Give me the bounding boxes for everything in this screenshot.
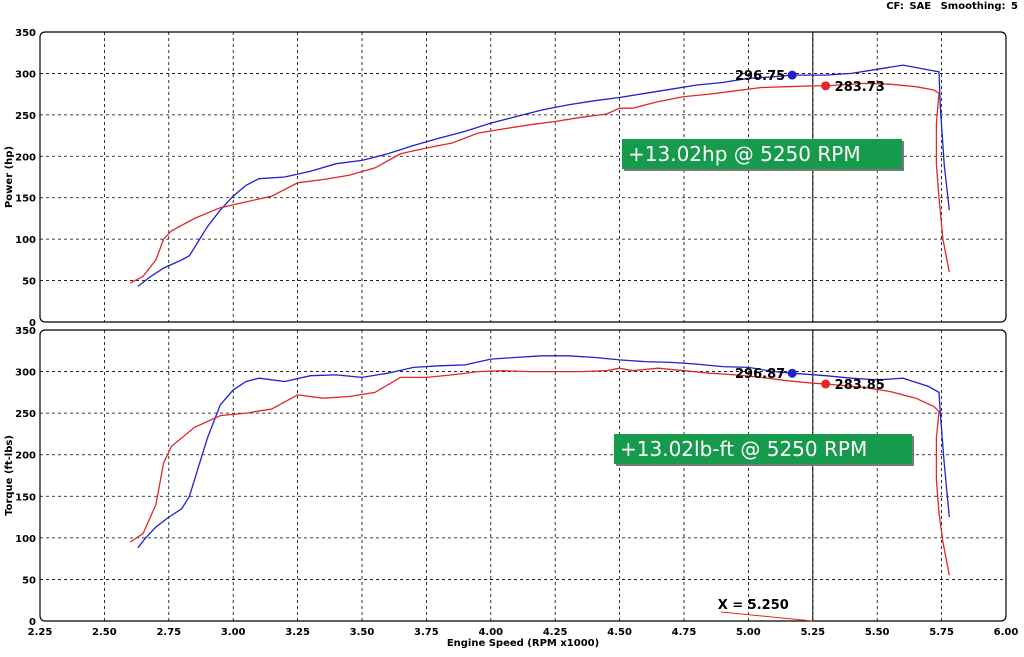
plot-frame xyxy=(39,329,1007,622)
series-line-red xyxy=(129,367,950,576)
y-tick-label: 100 xyxy=(15,534,36,545)
x-tick-label: 2.50 xyxy=(92,627,117,638)
plot-frame xyxy=(39,31,1007,323)
y-tick-label: 0 xyxy=(29,318,36,329)
x-tick-label: 3.00 xyxy=(221,627,246,638)
y-tick-label: 150 xyxy=(15,492,36,503)
smoothing-value: 5 xyxy=(1011,1,1018,12)
y-tick-label: 250 xyxy=(15,409,36,420)
annotation-box: +13.02hp @ 5250 RPM xyxy=(622,139,904,171)
y-tick-label: 200 xyxy=(15,451,36,462)
y-tick-label: 0 xyxy=(29,617,36,628)
x-tick-label: 4.50 xyxy=(607,627,632,638)
x-tick-label: 3.25 xyxy=(285,627,310,638)
y-tick-label: 250 xyxy=(15,111,36,122)
data-label-blue: 296.75 xyxy=(735,69,785,84)
data-label-red: 283.73 xyxy=(835,80,885,95)
x-tick-label: 5.25 xyxy=(800,627,825,638)
x-tick-label: 4.00 xyxy=(478,627,503,638)
cursor-value-label: X = 5.250 xyxy=(718,598,789,613)
torque-panel: 0 50 100 150 200 250 300 350 Torque (ft-lbs) 2.25… xyxy=(4,326,1018,649)
data-label-red: 283.85 xyxy=(835,378,885,393)
y-axis-label: Power (hp) xyxy=(4,146,15,208)
x-tick-label: 3.50 xyxy=(350,627,375,638)
x-tick-label: 6.00 xyxy=(994,627,1019,638)
x-axis-label: Engine Speed (RPM x1000) xyxy=(447,638,599,649)
power-panel: 0 50 100 150 200 250 300 350 Power (hp) 296.75 283… xyxy=(4,28,1007,329)
y-tick-label: 150 xyxy=(15,194,36,205)
x-tick-label: 2.75 xyxy=(156,627,181,638)
x-tick-label: 2.25 xyxy=(28,627,53,638)
header-info: CF: SAE Smoothing: 5 xyxy=(884,1,1018,12)
y-tick-label: 200 xyxy=(15,152,36,163)
annotation-text: +13.02lb-ft @ 5250 RPM xyxy=(620,437,867,461)
data-marker-red xyxy=(821,379,831,389)
y-tick-label: 300 xyxy=(15,69,36,80)
x-tick-label: 4.25 xyxy=(543,627,568,638)
cursor-label-leader xyxy=(720,611,813,622)
data-marker-blue xyxy=(787,70,797,80)
smoothing-label: Smoothing: xyxy=(940,1,1006,12)
data-marker-red xyxy=(821,81,831,91)
y-tick-label: 350 xyxy=(15,326,36,337)
y-tick-label: 50 xyxy=(22,575,36,586)
data-marker-blue xyxy=(787,368,797,378)
x-tick-label: 3.75 xyxy=(414,627,439,638)
annotation-box: +13.02lb-ft @ 5250 RPM xyxy=(614,434,914,466)
cf-value: SAE xyxy=(909,1,932,12)
series-line-blue xyxy=(137,355,950,549)
x-tick-label: 5.50 xyxy=(865,627,890,638)
y-tick-label: 100 xyxy=(15,235,36,246)
x-tick-label: 4.75 xyxy=(672,627,697,638)
cf-label: CF: xyxy=(886,1,904,12)
series-line-red xyxy=(129,82,950,284)
x-tick-label: 5.00 xyxy=(736,627,761,638)
data-label-blue: 296.87 xyxy=(735,367,785,382)
y-tick-label: 300 xyxy=(15,368,36,379)
y-tick-label: 350 xyxy=(15,28,36,39)
annotation-background xyxy=(614,434,912,464)
x-tick-label: 5.75 xyxy=(929,627,954,638)
series-line-blue xyxy=(137,64,950,287)
y-axis-label: Torque (ft-lbs) xyxy=(4,435,15,516)
annotation-text: +13.02hp @ 5250 RPM xyxy=(628,142,861,166)
y-tick-label: 50 xyxy=(22,277,36,288)
annotation-background xyxy=(622,139,902,169)
